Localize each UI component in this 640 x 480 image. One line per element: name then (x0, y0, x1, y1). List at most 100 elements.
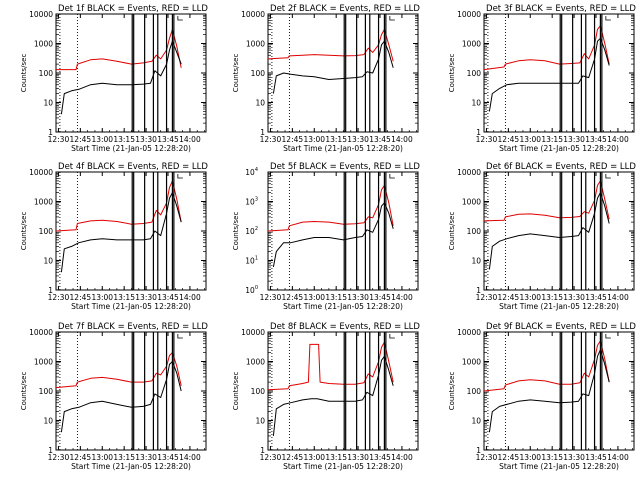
plot-frame (483, 171, 635, 291)
x-tick-label: 13:00 (519, 293, 541, 302)
panel-title: Det 5f BLACK = Events, RED = LLD (270, 162, 420, 172)
y-tick-label: 1000 (34, 198, 53, 207)
y-tick-label: 10000 (457, 328, 481, 337)
y-tick-label: 100 (39, 387, 54, 396)
panel-det-9f: Det 9f BLACK = Events, RED = LLD 12:30 12:… (448, 322, 636, 471)
events-series-line (272, 355, 394, 436)
y-tick-label: 102 (245, 226, 258, 236)
y-tick-label: 1000 (246, 358, 265, 367)
y-tick-label: 100 (245, 285, 258, 295)
lld-series-line (483, 25, 610, 71)
x-tick-label: 13:30 (135, 293, 157, 302)
y-axis-label: Counts/sec (232, 212, 240, 251)
x-tick-label: 13:00 (519, 453, 541, 462)
x-tick-label: 13:45 (369, 453, 391, 462)
y-tick-label: 100 (39, 227, 54, 236)
y-tick-label: 1000 (462, 198, 481, 207)
x-tick-label: 13:00 (303, 453, 325, 462)
x-tick-label: 12:30 (48, 293, 70, 302)
events-series-line (488, 37, 610, 112)
x-tick-label: 13:00 (91, 135, 113, 144)
x-tick-label: 14:00 (607, 293, 629, 302)
panel-det-4f: Det 4f BLACK = Events, RED = LLD 12:30 12:… (20, 162, 208, 311)
x-tick-label: 12:45 (70, 453, 92, 462)
y-axis-label: Counts/sec (448, 54, 456, 93)
x-tick-label: 13:30 (563, 293, 585, 302)
attenuator-mark (177, 174, 183, 179)
plot-frame (483, 331, 635, 451)
x-tick-label: 12:30 (476, 135, 498, 144)
x-axis-label: Start Time (21-Jan-05 12:28:20) (499, 144, 619, 153)
x-axis-label: Start Time (21-Jan-05 12:28:20) (499, 302, 619, 311)
y-tick-exponent: 0 (255, 285, 258, 291)
x-tick-label: 13:45 (157, 135, 179, 144)
y-tick-label: 1 (48, 446, 53, 455)
lld-series-line (55, 352, 182, 389)
panel-title: Det 7f BLACK = Events, RED = LLD (58, 322, 208, 332)
y-tick-label: 100 (251, 69, 266, 78)
y-tick-label: 1000 (34, 358, 53, 367)
y-axis-label: Counts/sec (448, 372, 456, 411)
panel-det-5f: Det 5f BLACK = Events, RED = LLD 12:30 12:… (232, 162, 420, 311)
y-tick-exponent: 4 (255, 167, 258, 173)
attenuator-mark (177, 16, 183, 21)
x-tick-label: 14:00 (179, 453, 201, 462)
events-series-line (60, 40, 182, 115)
x-tick-label: 13:00 (519, 135, 541, 144)
x-tick-label: 13:15 (113, 135, 135, 144)
x-tick-label: 13:00 (91, 293, 113, 302)
events-series-line (488, 349, 610, 433)
x-tick-label: 13:30 (563, 453, 585, 462)
lld-series-line (56, 28, 182, 71)
attenuator-mark (389, 174, 395, 179)
x-tick-label: 13:15 (541, 293, 563, 302)
x-tick-label: 12:30 (48, 453, 70, 462)
y-tick-label: 10 (255, 99, 265, 108)
events-series-line (488, 192, 610, 270)
x-axis-label: Start Time (21-Jan-05 12:28:20) (71, 144, 191, 153)
x-tick-label: 12:30 (48, 135, 70, 144)
x-tick-label: 14:00 (179, 293, 201, 302)
x-tick-label: 13:15 (113, 293, 135, 302)
y-tick-exponent: 3 (255, 197, 258, 203)
x-tick-label: 12:45 (282, 453, 304, 462)
attenuator-mark (605, 174, 611, 179)
y-tick-label: 1000 (462, 358, 481, 367)
panel-title: Det 8f BLACK = Events, RED = LLD (270, 322, 420, 332)
panel-title: Det 4f BLACK = Events, RED = LLD (58, 162, 208, 172)
panel-det-2f: Det 2f BLACK = Events, RED = LLD 12:30 12:… (232, 4, 420, 153)
y-tick-label: 10000 (29, 328, 53, 337)
x-tick-label: 14:00 (391, 293, 413, 302)
x-tick-label: 12:45 (498, 293, 520, 302)
x-tick-label: 12:45 (282, 135, 304, 144)
plot-frame (267, 171, 419, 291)
x-tick-label: 14:00 (607, 135, 629, 144)
y-axis-label: Counts/sec (20, 212, 28, 251)
y-axis-label: Counts/sec (20, 54, 28, 93)
x-tick-label: 13:45 (157, 293, 179, 302)
x-tick-label: 14:00 (391, 453, 413, 462)
x-tick-label: 12:30 (260, 453, 282, 462)
y-axis-label: Counts/sec (232, 372, 240, 411)
x-axis-label: Start Time (21-Jan-05 12:28:20) (283, 302, 403, 311)
attenuator-mark (177, 334, 183, 339)
x-tick-label: 13:00 (303, 293, 325, 302)
y-tick-label: 1000 (246, 40, 265, 49)
x-tick-label: 13:30 (135, 453, 157, 462)
y-tick-label: 1 (476, 286, 481, 295)
y-tick-exponent: 1 (255, 256, 258, 262)
y-tick-label: 1 (476, 128, 481, 137)
y-tick-label: 1 (48, 286, 53, 295)
x-tick-label: 14:00 (391, 135, 413, 144)
y-tick-label: 100 (467, 69, 482, 78)
lld-series-line (267, 341, 394, 391)
events-series-line (60, 192, 182, 273)
attenuator-mark (389, 16, 395, 21)
x-tick-label: 14:00 (179, 135, 201, 144)
plot-frame (55, 171, 207, 291)
lld-series-line (55, 180, 182, 232)
panel-title: Det 6f BLACK = Events, RED = LLD (486, 162, 636, 172)
y-tick-label: 10000 (241, 10, 265, 19)
y-tick-label: 10 (43, 99, 53, 108)
